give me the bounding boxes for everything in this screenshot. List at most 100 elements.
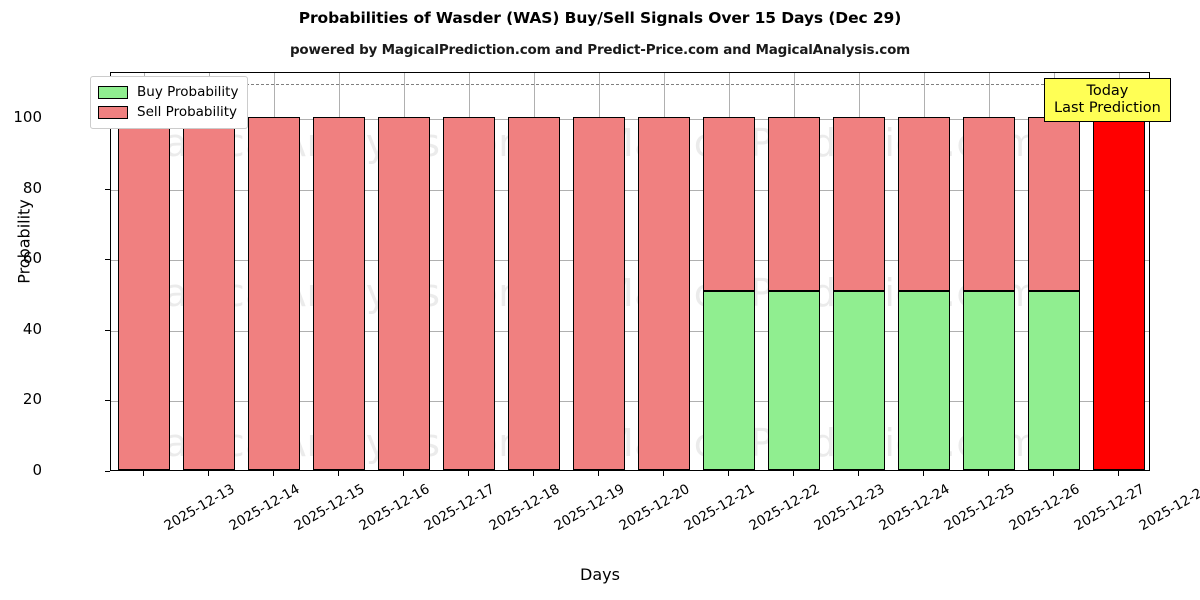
bar-segment-today[interactable] xyxy=(1092,116,1145,470)
x-tick-mark xyxy=(402,471,404,476)
x-tick-mark xyxy=(337,471,339,476)
y-tick-mark xyxy=(105,471,110,473)
x-tick-label: 2025-12-27 xyxy=(1071,481,1147,535)
bar-group[interactable] xyxy=(247,73,300,470)
bar-segment-sell[interactable] xyxy=(572,116,625,470)
x-tick-mark xyxy=(467,471,469,476)
bar-group[interactable] xyxy=(442,73,495,470)
y-tick-label: 60 xyxy=(22,249,42,268)
chart-subtitle: powered by MagicalPrediction.com and Pre… xyxy=(289,42,911,58)
x-tick-label: 2025-12-20 xyxy=(616,481,692,535)
legend-label-buy: Buy Probability xyxy=(137,84,239,100)
x-tick-label: 2025-12-16 xyxy=(356,481,432,535)
gridline-horizontal xyxy=(111,189,1149,191)
legend-item-buy: Buy Probability xyxy=(98,82,238,102)
gridline-horizontal xyxy=(111,260,1149,262)
bar-segment-sell[interactable] xyxy=(247,116,300,470)
bar-segment-sell[interactable] xyxy=(1027,116,1080,291)
bar-segment-buy[interactable] xyxy=(702,290,755,470)
bar-group[interactable] xyxy=(572,73,625,470)
x-tick-label: 2025-12-25 xyxy=(941,481,1017,535)
bar-segment-sell[interactable] xyxy=(637,116,690,470)
gridline-horizontal xyxy=(111,330,1149,332)
x-axis-label: Days xyxy=(580,565,620,584)
x-tick-mark xyxy=(792,471,794,476)
y-tick-label: 0 xyxy=(32,461,42,479)
bar-segment-buy[interactable] xyxy=(897,290,950,470)
bar-segment-sell[interactable] xyxy=(767,116,820,291)
bar-segment-buy[interactable] xyxy=(767,290,820,470)
y-tick-label: 40 xyxy=(22,319,42,338)
x-tick-mark xyxy=(1117,471,1119,476)
x-tick-label: 2025-12-22 xyxy=(746,481,822,535)
bar-segment-sell[interactable] xyxy=(312,116,365,470)
today-callout-line2: Last Prediction xyxy=(1054,99,1161,116)
x-tick-mark xyxy=(142,471,144,476)
x-tick-label: 2025-12-24 xyxy=(876,481,952,535)
bar-segment-sell[interactable] xyxy=(377,116,430,470)
bar-group[interactable] xyxy=(377,73,430,470)
x-tick-label: 2025-12-14 xyxy=(226,481,302,535)
today-callout: Today Last Prediction xyxy=(1044,78,1171,123)
bar-group[interactable] xyxy=(702,73,755,470)
x-tick-label: 2025-12-15 xyxy=(291,481,367,535)
gridline-horizontal xyxy=(111,118,1149,120)
bar-segment-sell[interactable] xyxy=(507,116,560,470)
x-tick-label: 2025-12-21 xyxy=(681,481,757,535)
x-tick-mark xyxy=(922,471,924,476)
y-tick-label: 20 xyxy=(22,390,42,409)
chart-title: Probabilities of Wasder (WAS) Buy/Sell S… xyxy=(298,9,902,27)
bars-layer xyxy=(111,73,1149,470)
today-callout-line1: Today xyxy=(1086,83,1129,99)
y-tick-mark xyxy=(105,259,110,261)
bar-segment-sell[interactable] xyxy=(442,116,495,470)
legend-item-sell: Sell Probability xyxy=(98,102,238,122)
x-tick-label: 2025-12-17 xyxy=(421,481,497,535)
x-tick-mark xyxy=(662,471,664,476)
bar-group[interactable] xyxy=(637,73,690,470)
bar-group[interactable] xyxy=(897,73,950,470)
bar-group[interactable] xyxy=(312,73,365,470)
bar-segment-sell[interactable] xyxy=(117,116,170,470)
bar-segment-sell[interactable] xyxy=(962,116,1015,291)
legend-swatch-sell-icon xyxy=(98,105,128,119)
x-tick-label: 2025-12-18 xyxy=(486,481,562,535)
bar-group[interactable] xyxy=(962,73,1015,470)
x-tick-label: 2025-12-23 xyxy=(811,481,887,535)
bar-group[interactable] xyxy=(1092,73,1145,470)
x-tick-label: 2025-12-19 xyxy=(551,481,627,535)
bar-group[interactable] xyxy=(182,73,235,470)
x-tick-mark xyxy=(1052,471,1054,476)
bar-segment-buy[interactable] xyxy=(832,290,885,470)
bar-segment-sell[interactable] xyxy=(702,116,755,291)
gridline-horizontal xyxy=(111,401,1149,403)
bar-group[interactable] xyxy=(832,73,885,470)
x-tick-label: 2025-12-26 xyxy=(1006,481,1082,535)
x-tick-mark xyxy=(727,471,729,476)
bar-segment-buy[interactable] xyxy=(962,290,1015,470)
legend-label-sell: Sell Probability xyxy=(137,104,238,120)
bar-group[interactable] xyxy=(1027,73,1080,470)
bar-segment-sell[interactable] xyxy=(832,116,885,291)
bar-group[interactable] xyxy=(117,73,170,470)
bar-segment-buy[interactable] xyxy=(1027,290,1080,470)
x-tick-mark xyxy=(532,471,534,476)
legend-swatch-buy-icon xyxy=(98,85,128,99)
x-tick-mark xyxy=(857,471,859,476)
x-tick-label: 2025-12-28 xyxy=(1136,481,1200,535)
y-tick-label: 100 xyxy=(13,107,42,126)
x-tick-mark xyxy=(272,471,274,476)
x-tick-label: 2025-12-13 xyxy=(161,481,237,535)
y-tick-mark xyxy=(105,329,110,331)
bar-segment-sell[interactable] xyxy=(182,116,235,470)
y-tick-mark xyxy=(105,400,110,402)
bar-group[interactable] xyxy=(767,73,820,470)
y-tick-label: 80 xyxy=(22,178,42,197)
x-tick-mark xyxy=(207,471,209,476)
bar-segment-sell[interactable] xyxy=(897,116,950,291)
chart-legend: Buy Probability Sell Probability xyxy=(90,76,249,129)
x-tick-mark xyxy=(597,471,599,476)
bar-group[interactable] xyxy=(507,73,560,470)
threshold-dashed-line xyxy=(111,83,1149,85)
